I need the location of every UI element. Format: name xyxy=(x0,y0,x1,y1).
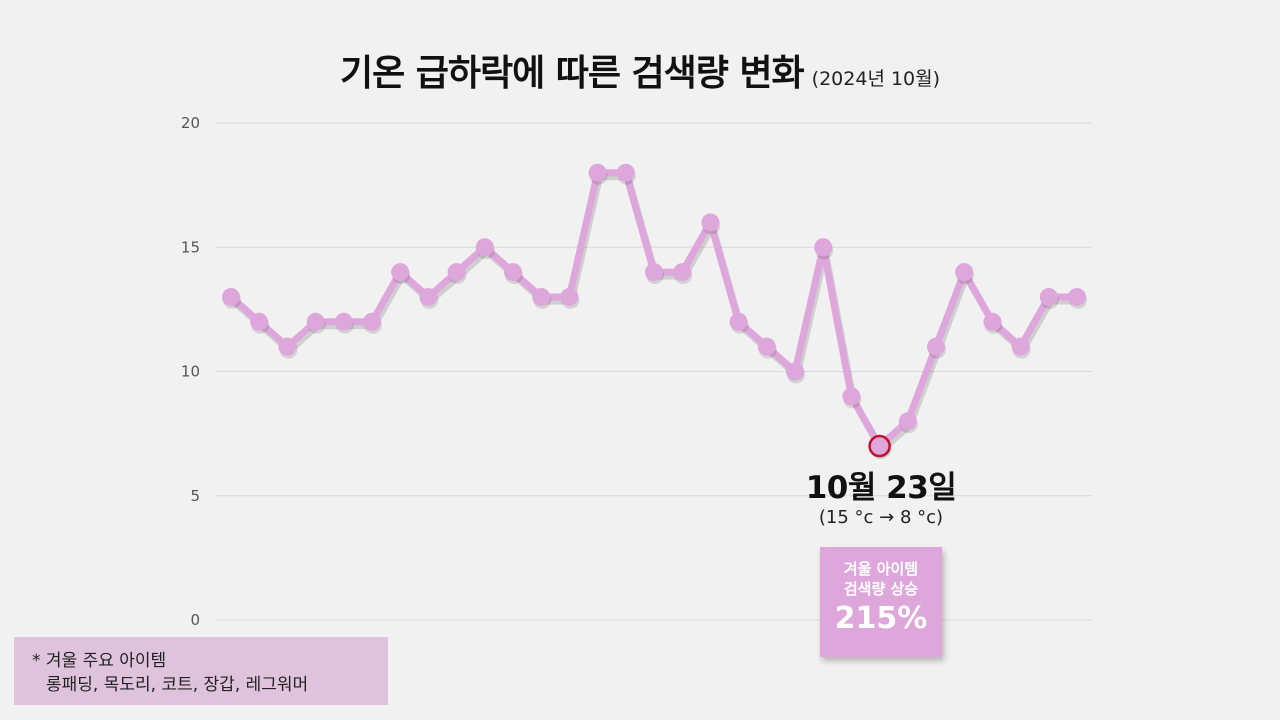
y-axis-ticks: 0 5 10 15 20 xyxy=(181,114,200,629)
series-line xyxy=(228,169,1077,450)
data-point-7 xyxy=(419,287,438,306)
grid-lines xyxy=(216,122,1092,621)
data-point-0 xyxy=(222,287,240,306)
data-point-4 xyxy=(334,312,353,331)
data-point-20 xyxy=(786,362,804,381)
data-point-19 xyxy=(757,337,776,356)
footnote-items: 롱패딩, 목도리, 코트, 장갑, 레그워머 xyxy=(46,675,309,695)
data-point-25 xyxy=(927,337,945,356)
badge-line-1: 겨울 아이템 xyxy=(843,560,919,578)
data-point-24 xyxy=(898,412,917,431)
data-point-21 xyxy=(814,238,833,257)
badge-line-2: 검색량 상승 xyxy=(843,580,919,598)
data-point-10 xyxy=(504,263,522,282)
data-point-5 xyxy=(363,312,381,331)
y-tick-label-4: 20 xyxy=(181,114,200,132)
data-point-30 xyxy=(1068,287,1086,306)
data-point-22 xyxy=(842,387,861,406)
chart-title-main: 기온 급하락에 따른 검색량 변화 xyxy=(339,53,805,94)
data-point-8 xyxy=(447,263,466,282)
data-point-26 xyxy=(955,263,974,282)
y-tick-label-3: 15 xyxy=(181,238,200,256)
data-point-6 xyxy=(391,263,410,282)
data-point-3 xyxy=(306,312,325,331)
footnote-box: * 겨울 주요 아이템 롱패딩, 목도리, 코트, 장갑, 레그워머 xyxy=(14,637,388,705)
data-point-17 xyxy=(701,213,720,232)
data-point-15 xyxy=(645,263,663,282)
y-tick-label-1: 5 xyxy=(190,487,200,505)
data-point-13 xyxy=(588,163,607,182)
data-points xyxy=(222,163,1087,460)
search-increase-badge: 겨울 아이템 검색량 상승 215% xyxy=(820,547,942,657)
data-point-29 xyxy=(1039,287,1058,306)
y-tick-label-2: 10 xyxy=(181,363,200,381)
highlight-data-point xyxy=(868,434,891,458)
y-tick-label-0: 0 xyxy=(190,611,200,629)
data-point-14 xyxy=(616,163,635,182)
data-point-2 xyxy=(278,337,297,356)
badge-value: 215% xyxy=(834,601,928,636)
data-point-9 xyxy=(475,238,494,257)
data-point-12 xyxy=(560,287,579,306)
data-point-28 xyxy=(1011,337,1030,356)
data-point-27 xyxy=(983,312,1002,331)
data-point-16 xyxy=(673,263,692,282)
chart-title-sub: (2024년 10월) xyxy=(811,68,941,90)
data-point-11 xyxy=(532,287,551,306)
footnote-heading: * 겨울 주요 아이템 xyxy=(32,651,167,671)
data-point-18 xyxy=(729,312,748,331)
chart-title: 기온 급하락에 따른 검색량 변화 (2024년 10월) xyxy=(0,44,1280,96)
callout-date: 10월 23일 xyxy=(805,470,957,506)
callout-temperature-change: (15 °c → 8 °c) xyxy=(818,507,944,528)
data-series xyxy=(228,169,1079,454)
data-point-1 xyxy=(250,312,269,331)
